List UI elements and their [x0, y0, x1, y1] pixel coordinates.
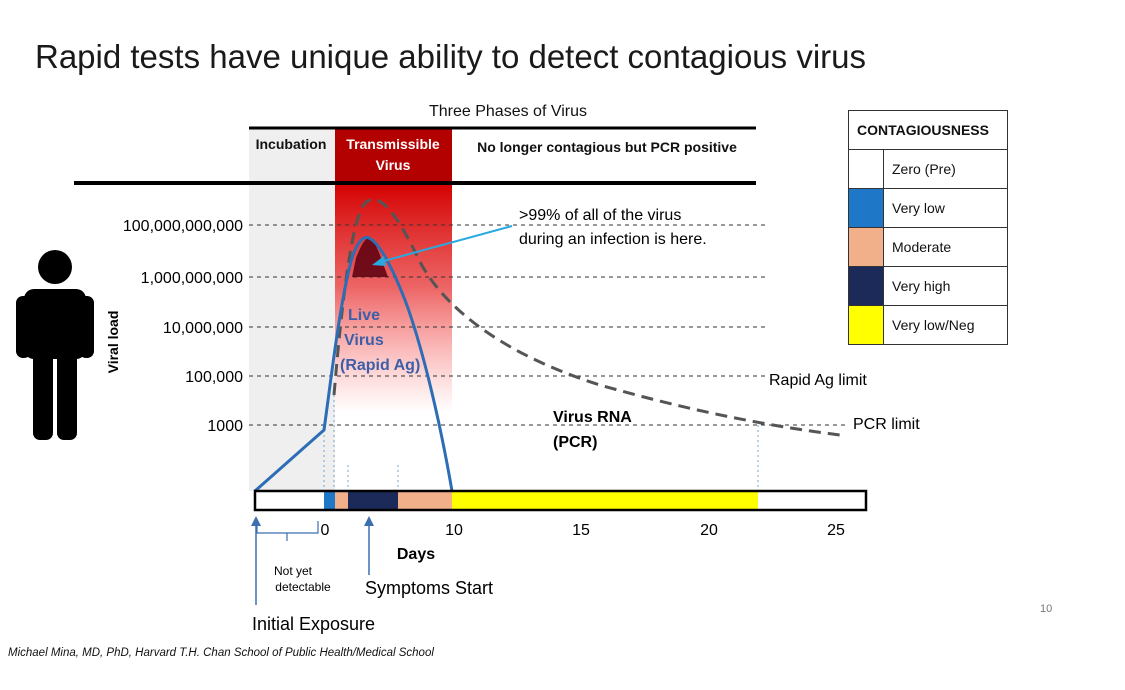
legend-label: Very low/Neg — [883, 305, 1008, 345]
timeline-segment-moderate — [398, 491, 452, 510]
page-number: 10 — [1040, 603, 1053, 615]
live-virus-label-1: Live — [348, 307, 380, 324]
transmissible-band — [335, 183, 452, 413]
callout-arrow — [379, 225, 513, 263]
y-tick-label: 100,000,000,000 — [123, 218, 243, 235]
legend-swatch — [848, 305, 884, 345]
peak-fill — [352, 238, 388, 277]
legend-row: Very high — [848, 266, 1008, 306]
phase-transmissible-label-2: Virus — [376, 157, 411, 173]
phase-incubation-label: Incubation — [256, 136, 327, 152]
callout-text-2: during an infection is here. — [519, 231, 707, 248]
live-virus-label-3: (Rapid Ag) — [340, 357, 420, 374]
slide-title: Rapid tests have unique ability to detec… — [35, 38, 866, 75]
pcr-limit-label: PCR limit — [853, 416, 920, 433]
not-yet-label-2: detectable — [275, 580, 331, 594]
contagiousness-legend: CONTAGIOUSNESS Zero (Pre) Very low Moder… — [848, 110, 1008, 345]
symptoms-start-label: Symptoms Start — [365, 578, 493, 598]
x-tick-label: 0 — [321, 522, 330, 539]
rna-label-1: Virus RNA — [553, 409, 632, 426]
not-yet-label-1: Not yet — [274, 564, 313, 578]
callout-text-1: >99% of all of the virus — [519, 207, 681, 224]
chart-title: Three Phases of Virus — [429, 103, 587, 120]
timeline-segment-very-low-neg — [452, 491, 758, 510]
x-tick-label: 10 — [445, 522, 463, 539]
day-guide-lines — [323, 395, 759, 491]
legend-swatch — [848, 188, 884, 228]
legend-swatch — [848, 266, 884, 306]
transmissible-header-box — [335, 128, 452, 183]
gridlines — [249, 224, 845, 426]
y-tick-label: 1,000,000,000 — [141, 270, 243, 287]
x-tick-label: 25 — [827, 522, 845, 539]
x-tick-label: 20 — [700, 522, 718, 539]
phase-post-label: No longer contagious but PCR positive — [477, 139, 737, 155]
legend-row: Zero (Pre) — [848, 149, 1008, 189]
legend-label: Very high — [883, 266, 1008, 306]
y-tick-label: 1000 — [207, 418, 243, 435]
contagiousness-timeline-bar — [253, 489, 868, 512]
pcr-curve — [332, 198, 841, 437]
x-tick-label: 15 — [572, 522, 590, 539]
legend-row: Moderate — [848, 227, 1008, 267]
y-axis-label: Viral load — [105, 311, 121, 374]
legend-swatch — [848, 149, 884, 189]
y-tick-label: 100,000 — [185, 369, 243, 386]
timeline-segment-very-low — [324, 491, 335, 510]
legend-swatch — [848, 227, 884, 267]
x-axis-label: Days — [397, 546, 435, 563]
person-icon — [16, 250, 94, 440]
phase-transmissible-label-1: Transmissible — [346, 136, 440, 152]
y-tick-label: 10,000,000 — [163, 320, 243, 337]
incubation-band — [249, 128, 335, 491]
not-yet-detectable-bracket — [256, 521, 319, 534]
timeline-segment-moderate — [335, 491, 348, 510]
initial-exposure-label: Initial Exposure — [252, 614, 375, 634]
legend-row: Very low/Neg — [848, 305, 1008, 345]
live-virus-curve — [254, 236, 454, 493]
legend-label: Very low — [883, 188, 1008, 228]
legend-title: CONTAGIOUSNESS — [848, 110, 1008, 150]
footer-credit: Michael Mina, MD, PhD, Harvard T.H. Chan… — [8, 647, 434, 659]
timeline-segment-very-high — [348, 491, 398, 510]
rapid-ag-limit-label: Rapid Ag limit — [769, 372, 867, 389]
legend-label: Zero (Pre) — [883, 149, 1008, 189]
rna-label-2: (PCR) — [553, 434, 597, 451]
callout-arrowhead — [372, 256, 386, 266]
live-virus-label-2: Virus — [344, 332, 384, 349]
legend-label: Moderate — [883, 227, 1008, 267]
legend-row: Very low — [848, 188, 1008, 228]
